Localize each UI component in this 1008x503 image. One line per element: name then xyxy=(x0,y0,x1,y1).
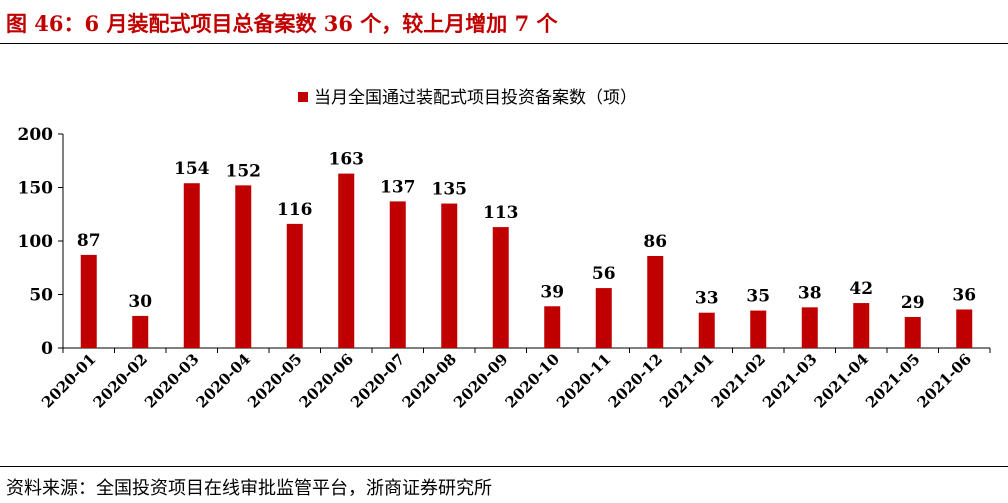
bar xyxy=(698,312,715,348)
bars xyxy=(80,173,973,348)
bar xyxy=(801,307,818,348)
data-label: 163 xyxy=(329,150,365,170)
category-label: 2020-04 xyxy=(193,350,254,411)
axes: 0 50 100 150 200 xyxy=(18,125,991,359)
bar xyxy=(183,183,200,348)
bar xyxy=(750,310,767,348)
category-label: 2021-05 xyxy=(862,350,923,411)
bar xyxy=(956,309,973,348)
bar xyxy=(80,254,97,348)
data-label: 36 xyxy=(952,285,976,305)
data-label: 116 xyxy=(277,200,313,220)
y-tick-label: 50 xyxy=(29,286,53,306)
bar xyxy=(904,316,921,348)
category-label: 2020-01 xyxy=(38,350,99,411)
category-label: 2020-11 xyxy=(553,350,614,411)
bar xyxy=(235,185,252,348)
y-tick-label: 150 xyxy=(18,179,54,199)
category-label: 2021-01 xyxy=(656,350,717,411)
category-label: 2021-06 xyxy=(914,350,975,411)
data-label: 42 xyxy=(849,279,873,299)
data-label: 33 xyxy=(695,289,719,309)
category-label: 2020-06 xyxy=(296,350,357,411)
category-label: 2021-03 xyxy=(759,350,820,411)
category-label: 2020-08 xyxy=(399,350,460,411)
category-label: 2020-10 xyxy=(502,350,563,411)
bar xyxy=(338,173,355,348)
source-rule xyxy=(0,466,1008,467)
data-label: 56 xyxy=(592,264,616,284)
data-label: 135 xyxy=(432,180,468,200)
data-label: 137 xyxy=(380,177,416,197)
data-label: 39 xyxy=(540,282,564,302)
bar xyxy=(132,315,149,348)
data-label: 154 xyxy=(174,159,210,179)
data-label: 38 xyxy=(798,283,822,303)
data-label: 30 xyxy=(128,292,152,312)
y-tick-label: 100 xyxy=(18,232,54,252)
category-label: 2020-05 xyxy=(244,350,305,411)
bar xyxy=(441,203,458,348)
bar xyxy=(647,255,664,348)
category-label: 2020-03 xyxy=(141,350,202,411)
category-label: 2020-12 xyxy=(605,350,666,411)
bar xyxy=(595,288,612,348)
data-label: 87 xyxy=(77,231,101,251)
y-tick-label: 200 xyxy=(18,125,54,145)
bar xyxy=(492,227,509,348)
bar-chart: 当月全国通过装配式项目投资备案数（项） 0 50 100 150 200 87 30 154… xyxy=(18,88,991,412)
data-label: 86 xyxy=(643,232,667,252)
y-tick-label: 0 xyxy=(41,339,53,359)
category-label: 2021-02 xyxy=(708,350,769,411)
figure-title: 图 46：6 月装配式项目总备案数 36 个，较上月增加 7 个 xyxy=(6,11,558,36)
category-label: 2020-07 xyxy=(347,350,408,411)
legend-label: 当月全国通过装配式项目投资备案数（项） xyxy=(314,88,637,108)
category-label: 2020-02 xyxy=(90,350,151,411)
data-label: 152 xyxy=(226,161,262,181)
legend: 当月全国通过装配式项目投资备案数（项） xyxy=(298,88,637,108)
legend-swatch xyxy=(298,92,308,102)
data-label: 113 xyxy=(483,203,519,223)
category-label: 2020-09 xyxy=(450,350,511,411)
data-label: 35 xyxy=(746,287,770,307)
source-note: 资料来源：全国投资项目在线审批监管平台，浙商证券研究所 xyxy=(6,478,492,499)
title-rule xyxy=(0,43,1008,44)
category-label: 2021-04 xyxy=(811,350,872,411)
bar xyxy=(286,223,303,348)
data-labels: 87 30 154 152 116 163 137 135 113 39 56 86 33 35 38 42 2… xyxy=(77,150,976,313)
bar xyxy=(389,201,406,348)
category-labels: 2020-012020-022020-032020-042020-052020-… xyxy=(38,350,975,411)
bar xyxy=(853,303,870,348)
bar xyxy=(544,306,561,348)
data-label: 29 xyxy=(901,293,925,313)
